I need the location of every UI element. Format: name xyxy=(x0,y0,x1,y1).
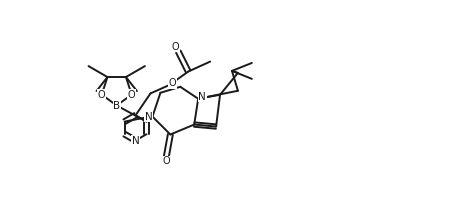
Text: O: O xyxy=(162,156,170,166)
Text: N: N xyxy=(198,92,206,102)
Text: O: O xyxy=(172,42,179,52)
Text: O: O xyxy=(98,90,106,100)
Text: N: N xyxy=(131,136,140,145)
Text: N: N xyxy=(145,112,152,122)
Text: O: O xyxy=(168,79,176,88)
Text: O: O xyxy=(128,90,136,100)
Text: B: B xyxy=(113,101,120,110)
